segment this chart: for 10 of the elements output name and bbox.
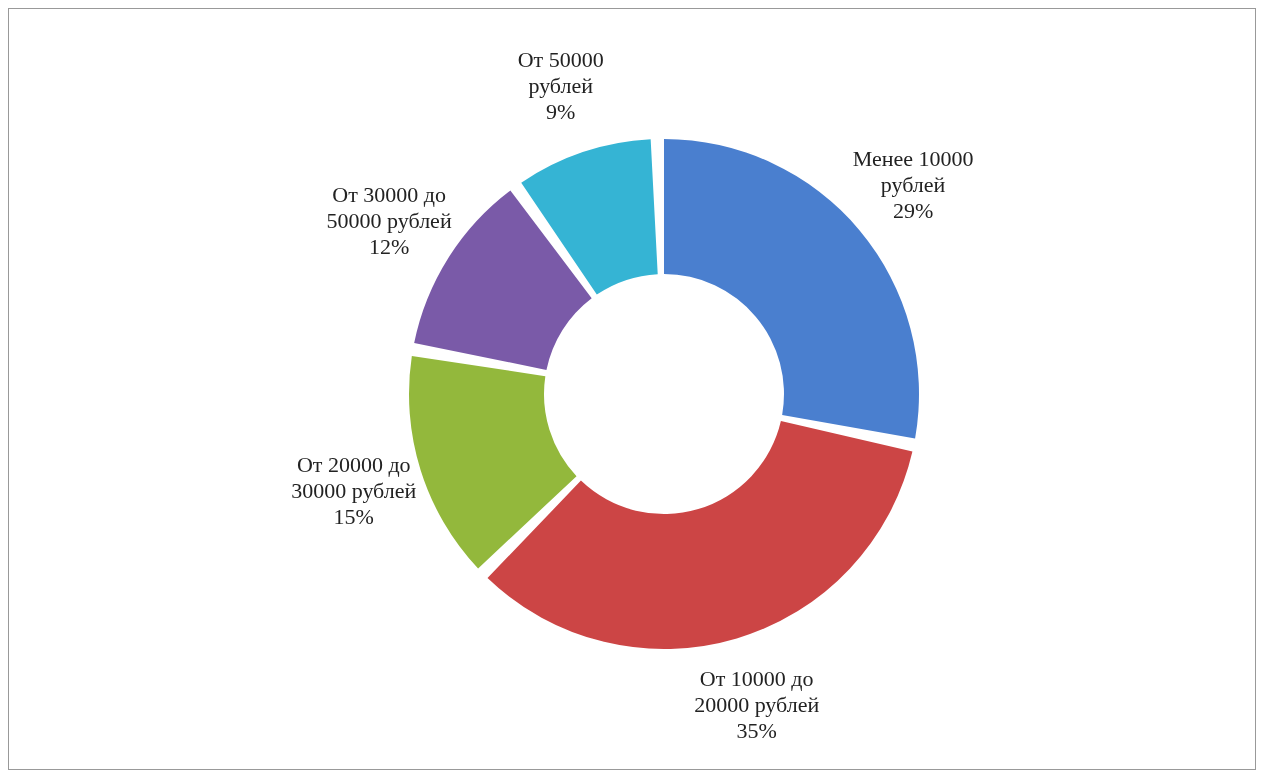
slice-label: От 30000 до 50000 рублей	[326, 181, 452, 233]
slice-label: От 50000 рублей	[517, 46, 604, 98]
data-label: 15%	[333, 503, 374, 529]
slice-label: Менее 10000 рублей	[852, 146, 974, 198]
slice-label: От 20000 до 30000 рублей	[291, 451, 417, 503]
slice-label: От 10000 до 20000 рублей	[694, 666, 820, 718]
data-label: 9%	[546, 98, 576, 124]
data-label: 35%	[736, 718, 777, 744]
data-label: 12%	[368, 233, 410, 259]
data-label: 29%	[892, 198, 934, 224]
